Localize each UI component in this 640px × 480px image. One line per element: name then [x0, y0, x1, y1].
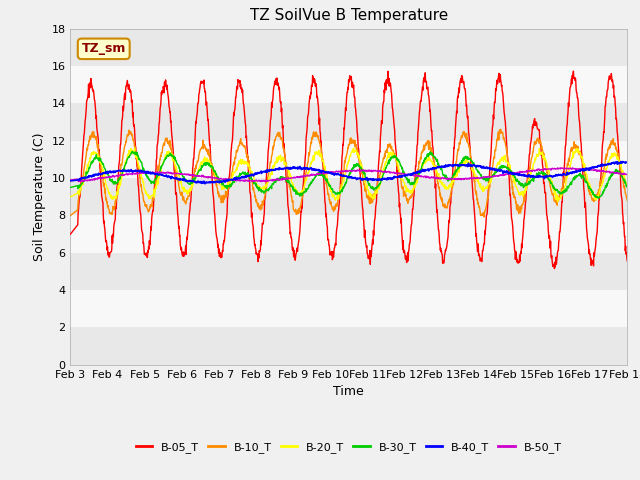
X-axis label: Time: Time [333, 385, 364, 398]
Bar [70, 29, 627, 66]
Bar [70, 253, 627, 290]
Bar [70, 66, 627, 104]
Title: TZ SoilVue B Temperature: TZ SoilVue B Temperature [250, 9, 448, 24]
Y-axis label: Soil Temperature (C): Soil Temperature (C) [33, 132, 46, 261]
Bar [70, 141, 627, 178]
Bar [70, 216, 627, 253]
Legend: B-05_T, B-10_T, B-20_T, B-30_T, B-40_T, B-50_T: B-05_T, B-10_T, B-20_T, B-30_T, B-40_T, … [131, 438, 566, 457]
Bar [70, 327, 627, 365]
Bar [70, 104, 627, 141]
Bar [70, 290, 627, 327]
Text: TZ_sm: TZ_sm [81, 42, 126, 55]
Bar [70, 178, 627, 216]
